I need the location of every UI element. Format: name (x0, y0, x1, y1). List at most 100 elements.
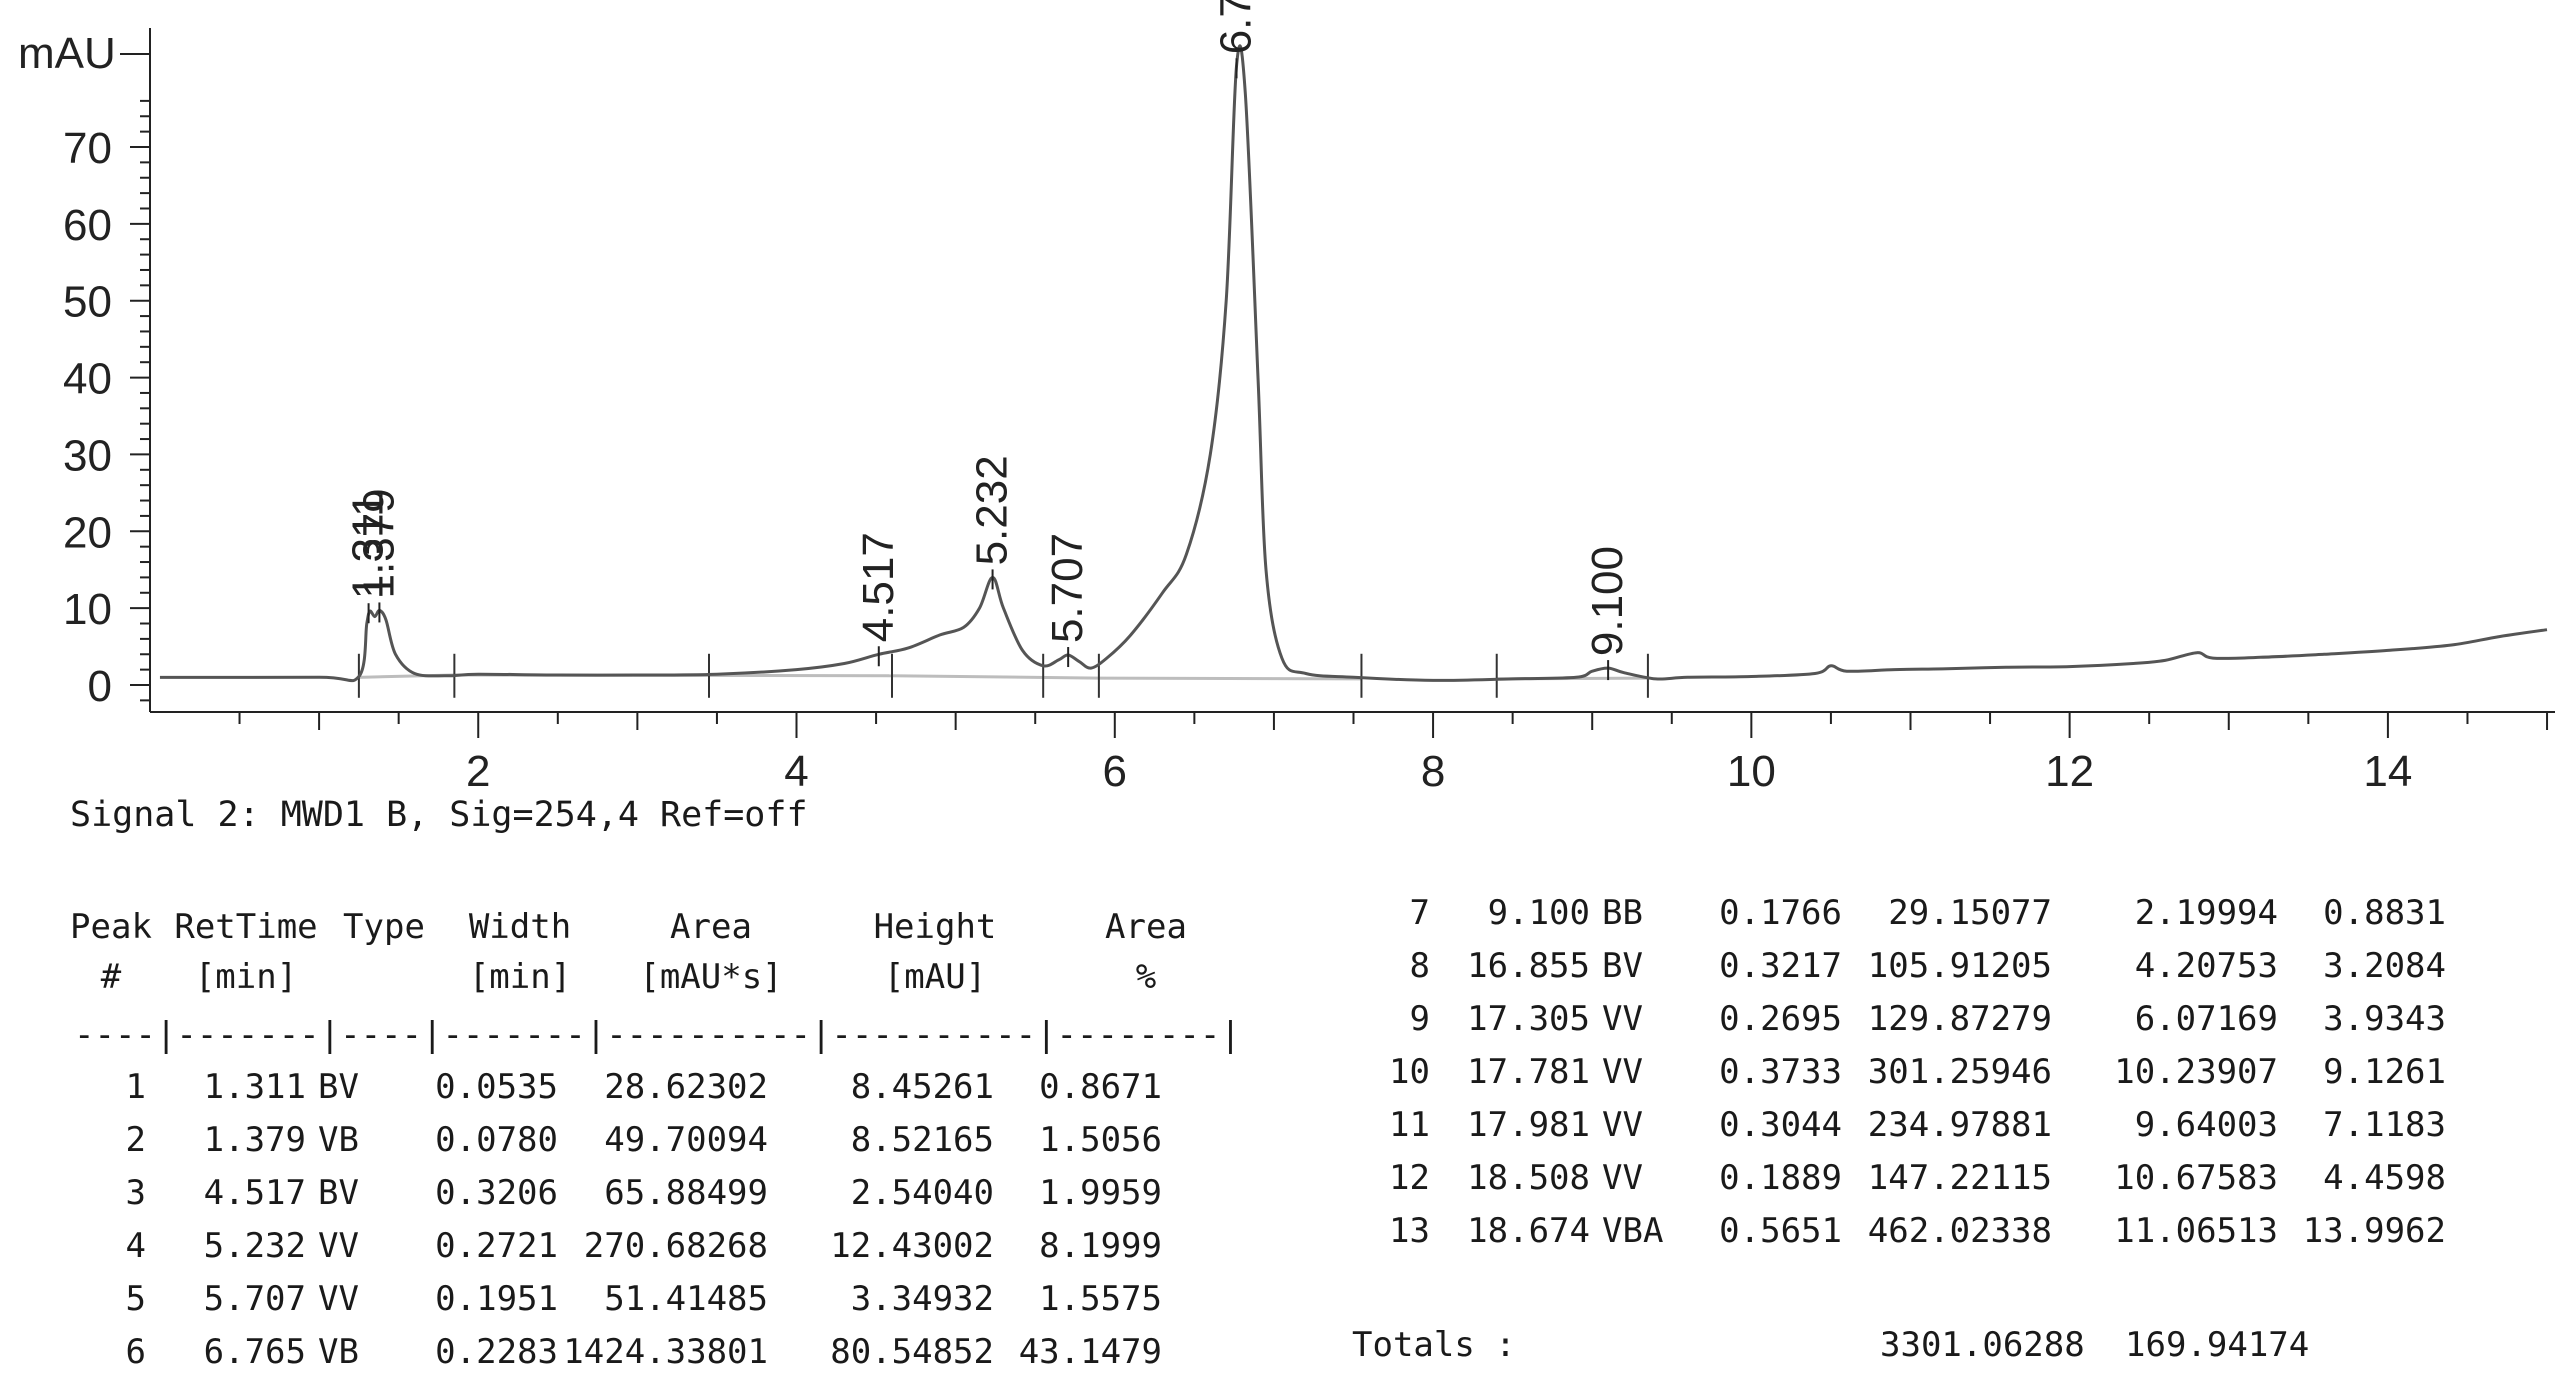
table-cell: 9 (1409, 998, 1430, 1039)
table-cell: BB (1602, 892, 1643, 933)
x-tick-label: 12 (2045, 747, 2094, 790)
chart-axes: 0 10 20 30 40 50 60 70 mAU 2 4 6 8 10 12 14 (18, 28, 2555, 790)
table-cell: VV (318, 1278, 359, 1319)
table-cell: 10.23907 (2114, 1051, 2278, 1092)
peak-label: 1.311 (344, 492, 393, 599)
header-area-percent: Area% (1105, 907, 1187, 997)
table-cell: 43.1479 (1018, 1331, 1162, 1372)
table-cell: 8.52165 (850, 1119, 994, 1160)
table-cell: VV (1602, 1157, 1643, 1198)
table-cell: 147.22115 (1867, 1157, 2052, 1198)
table-cell: 1 (125, 1066, 146, 1107)
y-tick-label: 0 (88, 662, 112, 711)
table-cell: 28.62302 (604, 1066, 768, 1107)
x-tick-label: 14 (2363, 747, 2412, 790)
table-cell: 1.5575 (1039, 1278, 1162, 1319)
table-cell: 1.5056 (1039, 1119, 1162, 1160)
table-cell: 234.97881 (1867, 1104, 2052, 1145)
table-cell: 9.1261 (2323, 1051, 2446, 1092)
y-axis-label: mAU (18, 29, 116, 78)
table-cell: 11 (1389, 1104, 1430, 1145)
table-cell: VB (318, 1331, 359, 1372)
table-cell: 1.311 (203, 1066, 306, 1107)
table-cell: 0.3733 (1719, 1051, 1842, 1092)
peak-label: 6.765 (1212, 0, 1261, 54)
x-tick-label: 10 (1727, 747, 1776, 790)
table-cell: 0.5651 (1719, 1210, 1842, 1251)
chromatogram-trace (159, 44, 2548, 683)
table-cell: BV (318, 1172, 359, 1213)
table-cell: 9.64003 (2134, 1104, 2278, 1145)
table-cell: 8.1999 (1039, 1225, 1162, 1266)
table-cell: VV (318, 1225, 359, 1266)
table-row: 4 5.232 VV 0.2721 270.68268 12.43002 8.1999 (60, 1219, 1162, 1272)
y-tick-label: 60 (63, 201, 112, 250)
table-cell: 0.1951 (435, 1278, 558, 1319)
table-cell: 3.34932 (850, 1278, 994, 1319)
y-tick-label: 50 (63, 278, 112, 327)
y-tick-label: 10 (63, 585, 112, 634)
header-rettime: RetTime [min] (174, 907, 318, 997)
table-cell: 12.43002 (830, 1225, 994, 1266)
table-cell: 3.9343 (2323, 998, 2446, 1039)
x-tick-label: 4 (784, 747, 808, 790)
table-row: 7 9.100 BB 0.1766 29.15077 2.19994 0.8831 (1340, 886, 2446, 939)
table-cell: 6 (125, 1331, 146, 1372)
table-cell: 0.0780 (435, 1119, 558, 1160)
table-row: 3 4.517 BV 0.3206 65.88499 2.54040 1.9959 (60, 1166, 1162, 1219)
table-cell: 6.07169 (2134, 998, 2278, 1039)
table-cell: 0.3206 (435, 1172, 558, 1213)
x-tick-label: 6 (1103, 747, 1127, 790)
table-row: 6 6.765 VB 0.2283 1424.33801 80.54852 43.1479 (60, 1325, 1162, 1378)
table-cell: 0.1889 (1719, 1157, 1842, 1198)
table-row: 12 18.508 VV 0.1889 147.22115 10.67583 4.4598 (1340, 1151, 2446, 1204)
table-cell: 1.379 (203, 1119, 306, 1160)
table-cell: 2.19994 (2134, 892, 2278, 933)
totals-label: Totals : (1352, 1325, 1516, 1365)
table-cell: 1424.33801 (563, 1331, 768, 1372)
table-cell: 0.2721 (435, 1225, 558, 1266)
table-cell: 12 (1389, 1157, 1430, 1198)
y-tick-label: 40 (63, 355, 112, 404)
peak-label: 5.232 (968, 455, 1017, 565)
table-cell: 10.67583 (2114, 1157, 2278, 1198)
table-cell: VV (1602, 1051, 1643, 1092)
totals-area: 3301.06288 (1880, 1325, 2085, 1365)
peak-table-right: 7 9.100 BB 0.1766 29.15077 2.19994 0.8831 8 16.8… (1340, 886, 2446, 1257)
table-cell: 16.855 (1467, 945, 1590, 986)
table-cell: 0.8831 (2323, 892, 2446, 933)
header-area: Area [mAU*s] (639, 907, 783, 997)
signal-title: Signal 2: MWD1 B, Sig=254,4 Ref=off (70, 795, 808, 835)
table-cell: 1.9959 (1039, 1172, 1162, 1213)
table-cell: 13.9962 (2302, 1210, 2446, 1251)
table-cell: 0.0535 (435, 1066, 558, 1107)
table-cell: 0.2283 (435, 1331, 558, 1372)
table-cell: 17.305 (1467, 998, 1590, 1039)
table-cell: 17.781 (1467, 1051, 1590, 1092)
table-row: 5 5.707 VV 0.1951 51.41485 3.34932 1.5575 (60, 1272, 1162, 1325)
table-cell: 10 (1389, 1051, 1430, 1092)
table-cell: 4 (125, 1225, 146, 1266)
table-cell: 0.1766 (1719, 892, 1842, 933)
peak-table-left: 1 1.311 BV 0.0535 28.62302 8.45261 0.8671 2 1.37… (60, 1060, 1162, 1378)
table-cell: 0.2695 (1719, 998, 1842, 1039)
totals-height: 169.94174 (2125, 1325, 2310, 1365)
header-height: Height [mAU] (873, 907, 997, 997)
table-cell: 3.2084 (2323, 945, 2446, 986)
table-cell: 13 (1389, 1210, 1430, 1251)
table-row: 9 17.305 VV 0.2695 129.87279 6.07169 3.9343 (1340, 992, 2446, 1045)
table-row: 13 18.674 VBA 0.5651 462.02338 11.06513 13.996… (1340, 1204, 2446, 1257)
table-cell: BV (318, 1066, 359, 1107)
table-cell: 51.41485 (604, 1278, 768, 1319)
y-tick-label: 30 (63, 431, 112, 480)
header-type: Type (343, 907, 425, 947)
table-cell: 9.100 (1487, 892, 1590, 933)
table-cell: 17.981 (1467, 1104, 1590, 1145)
table-cell: 8 (1409, 945, 1430, 986)
table-cell: 2.54040 (850, 1172, 994, 1213)
table-cell: VB (318, 1119, 359, 1160)
table-row: 11 17.981 VV 0.3044 234.97881 9.64003 7.1183 (1340, 1098, 2446, 1151)
table-cell: 6.765 (203, 1331, 306, 1372)
table-cell: 80.54852 (830, 1331, 994, 1372)
